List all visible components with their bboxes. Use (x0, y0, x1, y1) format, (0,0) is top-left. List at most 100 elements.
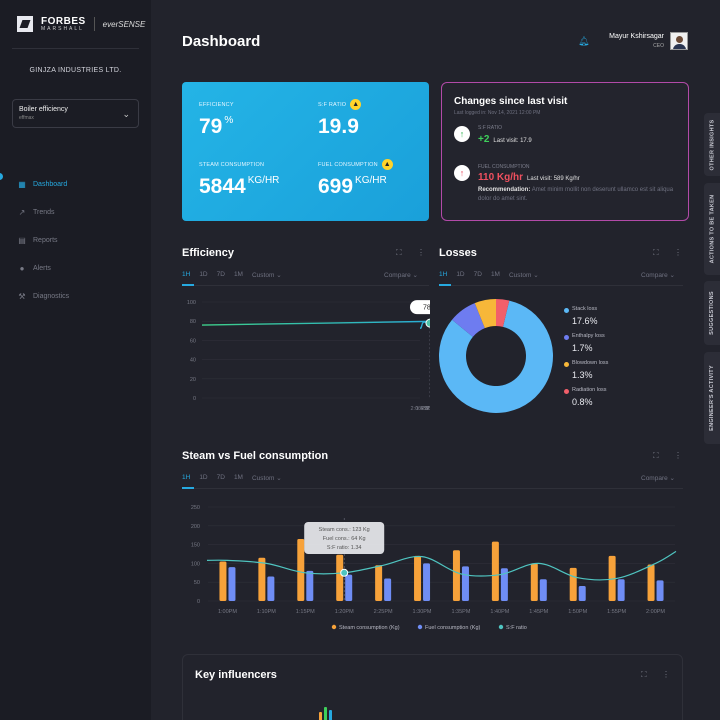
sidebar-item-trends[interactable]: ↗ Trends (18, 198, 69, 226)
tooltip-bubble (409, 300, 430, 315)
steam-bar (258, 557, 266, 601)
sidebar-item-diagnostics[interactable]: ⚒ Diagnostics (18, 282, 69, 310)
steam-bar (647, 564, 655, 601)
losses-donut-chart[interactable] (437, 297, 555, 415)
sidebar-item-alerts[interactable]: ● Alerts (18, 254, 69, 282)
legend-swatch (564, 335, 569, 340)
expand-icon[interactable]: ⛶ (653, 451, 659, 460)
compare-label: Compare (641, 475, 668, 482)
vtab-label: OTHER INSIGHTS (709, 119, 716, 170)
tab-1h[interactable]: 1H (182, 271, 191, 278)
legend-swatch (564, 389, 569, 394)
warning-icon[interactable]: ▲ (381, 159, 393, 170)
tab-1h[interactable]: 1H (182, 474, 191, 481)
steam-bar (375, 565, 383, 601)
compare-label: Compare (641, 272, 668, 279)
x-tick-label: 1:10PM (257, 609, 276, 615)
fuel-unit: KG/HR (355, 175, 387, 186)
x-tick-label: 1:00PM (218, 609, 237, 615)
donut-slice-enthalpy-loss (452, 303, 485, 337)
efficiency-value: 79% (199, 115, 233, 139)
brand-sub: MARSHALL (41, 25, 84, 32)
boiler-selector[interactable]: Boiler efficiency effmax ⌄ (12, 99, 139, 128)
fuel-bar (461, 566, 469, 601)
sidebar-item-reports[interactable]: ▤ Reports (18, 226, 69, 254)
sf-ratio-label: S:F RATIO ▲ (318, 99, 362, 110)
tab-1m[interactable]: 1M (490, 271, 500, 278)
more-icon[interactable]: ⋮ (674, 248, 682, 257)
arrow-up-icon: ↑ (454, 165, 470, 181)
tab-active-underline (439, 284, 451, 286)
expand-icon[interactable]: ⛶ (653, 248, 659, 257)
chevron-down-icon: ⌄ (412, 272, 418, 279)
steam-unit: KG/HR (247, 175, 280, 186)
tab-7d[interactable]: 7D (216, 474, 225, 481)
chevron-down-icon: ⌄ (669, 475, 675, 482)
recommendation-label: Recommendation: (478, 187, 531, 193)
legend-swatch (331, 624, 337, 630)
tab-1d[interactable]: 1D (199, 271, 208, 278)
efficiency-unit: % (224, 115, 234, 126)
steam-value: 5844 KG/HR (199, 175, 279, 199)
efficiency-number: 79 (199, 115, 223, 138)
tab-divider (439, 285, 683, 286)
avatar[interactable] (670, 32, 688, 50)
tab-7d[interactable]: 7D (473, 271, 482, 278)
fuel-bar (539, 579, 547, 601)
expand-icon[interactable]: ⛶ (396, 248, 402, 257)
expand-icon[interactable]: ⛶ (641, 670, 647, 679)
fuel-bar (228, 567, 236, 601)
compare-dropdown[interactable]: Compare ⌄ (384, 271, 418, 279)
grid-icon: ▦ (18, 179, 26, 189)
sidebar-item-dashboard[interactable]: ▦ Dashboard (0, 170, 69, 198)
efficiency-chart[interactable]: 0204060801001:00PM1:15PM1:30PM1:45PM2:00… (180, 294, 430, 418)
changes-card: Changes since last visit Last logged in:… (441, 82, 689, 221)
tab-1d[interactable]: 1D (456, 271, 465, 278)
tab-1m[interactable]: 1M (233, 474, 243, 481)
steam-bar (530, 563, 538, 601)
compare-dropdown[interactable]: Compare ⌄ (641, 474, 675, 482)
tab-1m[interactable]: 1M (233, 271, 243, 278)
more-icon[interactable]: ⋮ (662, 670, 670, 679)
tab-actions-to-be-taken[interactable]: ACTIONS TO BE TAKEN (704, 183, 720, 275)
changes-title: Changes since last visit (454, 96, 568, 107)
tab-custom[interactable]: Custom ⌄ (509, 271, 539, 279)
efficiency-line (201, 320, 430, 329)
legend-name: Enthalpy loss (572, 333, 605, 339)
influencer-bar (324, 707, 327, 720)
steam-number: 5844 (199, 175, 246, 198)
sf-ratio-label-text: S:F RATIO (318, 101, 347, 108)
compare-dropdown[interactable]: Compare ⌄ (641, 271, 675, 279)
tab-7d[interactable]: 7D (216, 271, 225, 278)
tab-engineers-activity[interactable]: ENGINEER'S ACTIVITY (704, 352, 720, 444)
bell-icon[interactable]: 🔔︎ (578, 36, 590, 46)
tab-custom[interactable]: Custom ⌄ (252, 474, 282, 482)
user-name[interactable]: Mayur Kshirsagar (609, 33, 664, 40)
tab-suggestions[interactable]: SUGGESTIONS (704, 281, 720, 345)
sidebar-divider (12, 48, 139, 49)
steam-fuel-chart[interactable]: 0 50 100 150 200 250 1:00PM 1:10PM 1:15PM 1:20PM 2… (180, 498, 685, 638)
brand-logo[interactable]: FORBES MARSHALL everSENSE (17, 16, 145, 32)
page-title: Dashboard (182, 33, 261, 50)
fuel-change-value: 110 Kg/hr Last visit: 589 Kg/hr (478, 172, 580, 183)
x-tick-label: 1:20PM (335, 609, 354, 615)
efficiency-title: Efficiency (182, 247, 234, 259)
tab-custom[interactable]: Custom ⌄ (252, 271, 282, 279)
influencer-bar (329, 710, 332, 720)
more-icon[interactable]: ⋮ (417, 248, 425, 257)
warning-icon[interactable]: ▲ (350, 99, 362, 110)
legend-label: Fuel consumption (Kg) (425, 625, 480, 631)
tab-1h[interactable]: 1H (439, 271, 448, 278)
more-icon[interactable]: ⋮ (674, 451, 682, 460)
alert-icon: ● (19, 263, 25, 273)
x-tick-label: 1:40PM (490, 609, 509, 615)
tab-custom-label: Custom (251, 475, 275, 482)
tab-1d[interactable]: 1D (199, 474, 208, 481)
sidebar-item-label: Alerts (33, 264, 51, 272)
tab-divider (182, 285, 429, 286)
chevron-down-icon: ⌄ (669, 272, 675, 279)
legend-swatch (564, 362, 569, 367)
fuel-bar (656, 580, 664, 601)
steam-bar (219, 561, 227, 601)
tab-other-insights[interactable]: OTHER INSIGHTS (704, 113, 720, 176)
